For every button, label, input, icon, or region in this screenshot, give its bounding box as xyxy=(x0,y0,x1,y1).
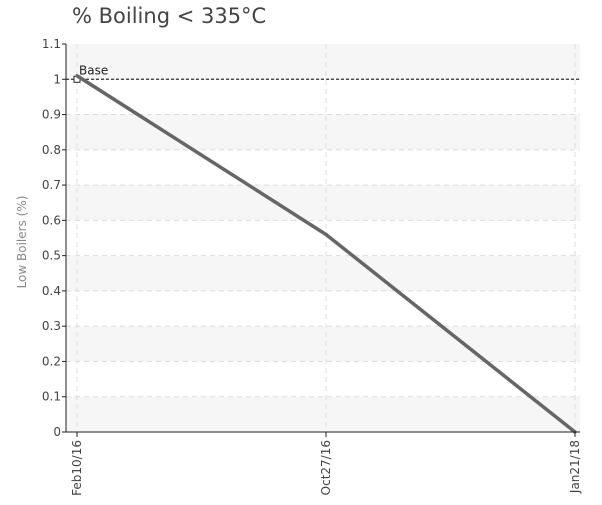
band xyxy=(66,396,580,432)
y-tick-label: 1 xyxy=(53,72,61,86)
band xyxy=(66,114,580,150)
background-bands xyxy=(66,44,580,432)
band xyxy=(66,44,580,80)
x-tick-label: Jan21/18 xyxy=(568,440,582,494)
band xyxy=(66,185,580,221)
y-tick-label: 0.2 xyxy=(42,354,61,368)
y-tick-label: 0.9 xyxy=(42,108,61,122)
y-tick-label: 1.1 xyxy=(42,37,61,51)
y-tick-label: 0.8 xyxy=(42,143,61,157)
y-tick-label: 0.5 xyxy=(42,249,61,263)
data-point xyxy=(75,74,79,78)
axes xyxy=(62,43,580,437)
chart-title: % Boiling < 335°C xyxy=(72,4,267,28)
y-tick-label: 0.3 xyxy=(42,319,61,333)
y-tick-label: 0.6 xyxy=(42,213,61,227)
x-tick-label: Feb10/16 xyxy=(70,440,84,496)
reference-label: Base xyxy=(79,63,108,77)
data-point xyxy=(324,232,328,237)
y-tick-label: 0.4 xyxy=(42,284,61,298)
y-tick-label: 0 xyxy=(53,425,61,439)
y-tick-label: 0.1 xyxy=(42,390,61,404)
band xyxy=(66,255,580,291)
y-axis-title: Low Boilers (%) xyxy=(15,196,29,289)
x-tick-label: Oct27/16 xyxy=(319,440,333,495)
y-tick-label: 0.7 xyxy=(42,178,61,192)
band xyxy=(66,326,580,362)
grid-lines xyxy=(66,44,580,432)
tick-labels: 0 0.1 0.2 0.3 0.4 0.5 0.6 0.7 0.8 0.9 1 1.1 Feb10/16… xyxy=(42,37,582,496)
